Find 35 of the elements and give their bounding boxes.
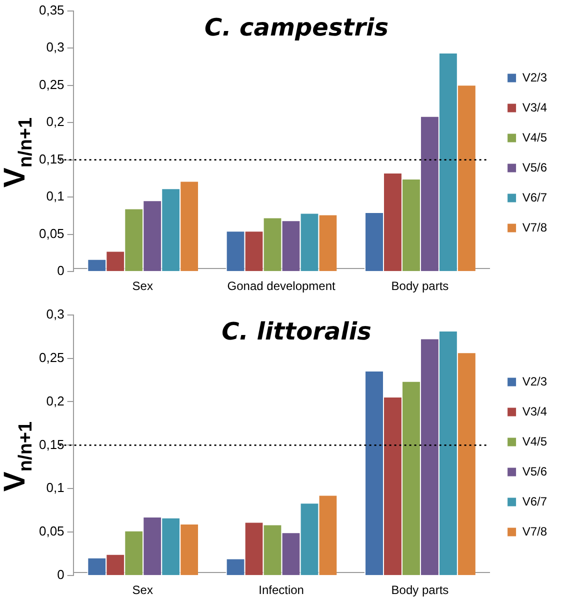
legend-label: V4/5 [522, 130, 548, 144]
x-tick-label: Gonad development [227, 278, 336, 293]
legend-label: V5/6 [522, 160, 548, 174]
x-tick-label: Infection [258, 582, 304, 597]
y-tick-label: 0,2 [46, 393, 64, 408]
x-tick-label: Sex [132, 582, 153, 597]
y-tick-label: 0,25 [38, 76, 64, 92]
y-tick-label: 0 [57, 567, 64, 582]
legend-label: V5/6 [522, 464, 548, 478]
y-tick-label: 0,25 [38, 350, 64, 365]
y-tick-label: 0,15 [38, 151, 64, 166]
chart-title: C. campestris [204, 13, 389, 42]
chart-title: C. littoralis [222, 317, 372, 346]
legend-label: V3/4 [522, 404, 548, 418]
legend-label: V4/5 [522, 434, 548, 448]
legend-label: V6/7 [522, 190, 548, 204]
y-tick-label: 0,2 [46, 114, 64, 130]
x-tick-label: Body parts [391, 582, 449, 597]
y-tick-label: 0,35 [38, 2, 64, 18]
x-tick-label: Sex [132, 278, 153, 293]
legend-label: V2/3 [522, 374, 548, 388]
y-tick-label: 0,3 [46, 306, 64, 322]
y-tick-label: 0,15 [38, 436, 64, 452]
legend-label: V7/8 [522, 524, 548, 538]
y-tick-label: 0,05 [38, 524, 64, 539]
y-tick-label: 0 [57, 263, 64, 278]
y-tick-label: 0,1 [46, 480, 64, 496]
y-tick-label: 0,05 [38, 226, 64, 241]
legend-label: V7/8 [522, 220, 548, 234]
legend-label: V6/7 [522, 494, 548, 508]
legend-label: V2/3 [522, 70, 548, 84]
x-tick-label: Body parts [391, 278, 449, 293]
legend-label: V3/4 [522, 100, 548, 114]
y-tick-label: 0,3 [46, 40, 64, 55]
y-tick-label: 0,1 [46, 188, 64, 204]
